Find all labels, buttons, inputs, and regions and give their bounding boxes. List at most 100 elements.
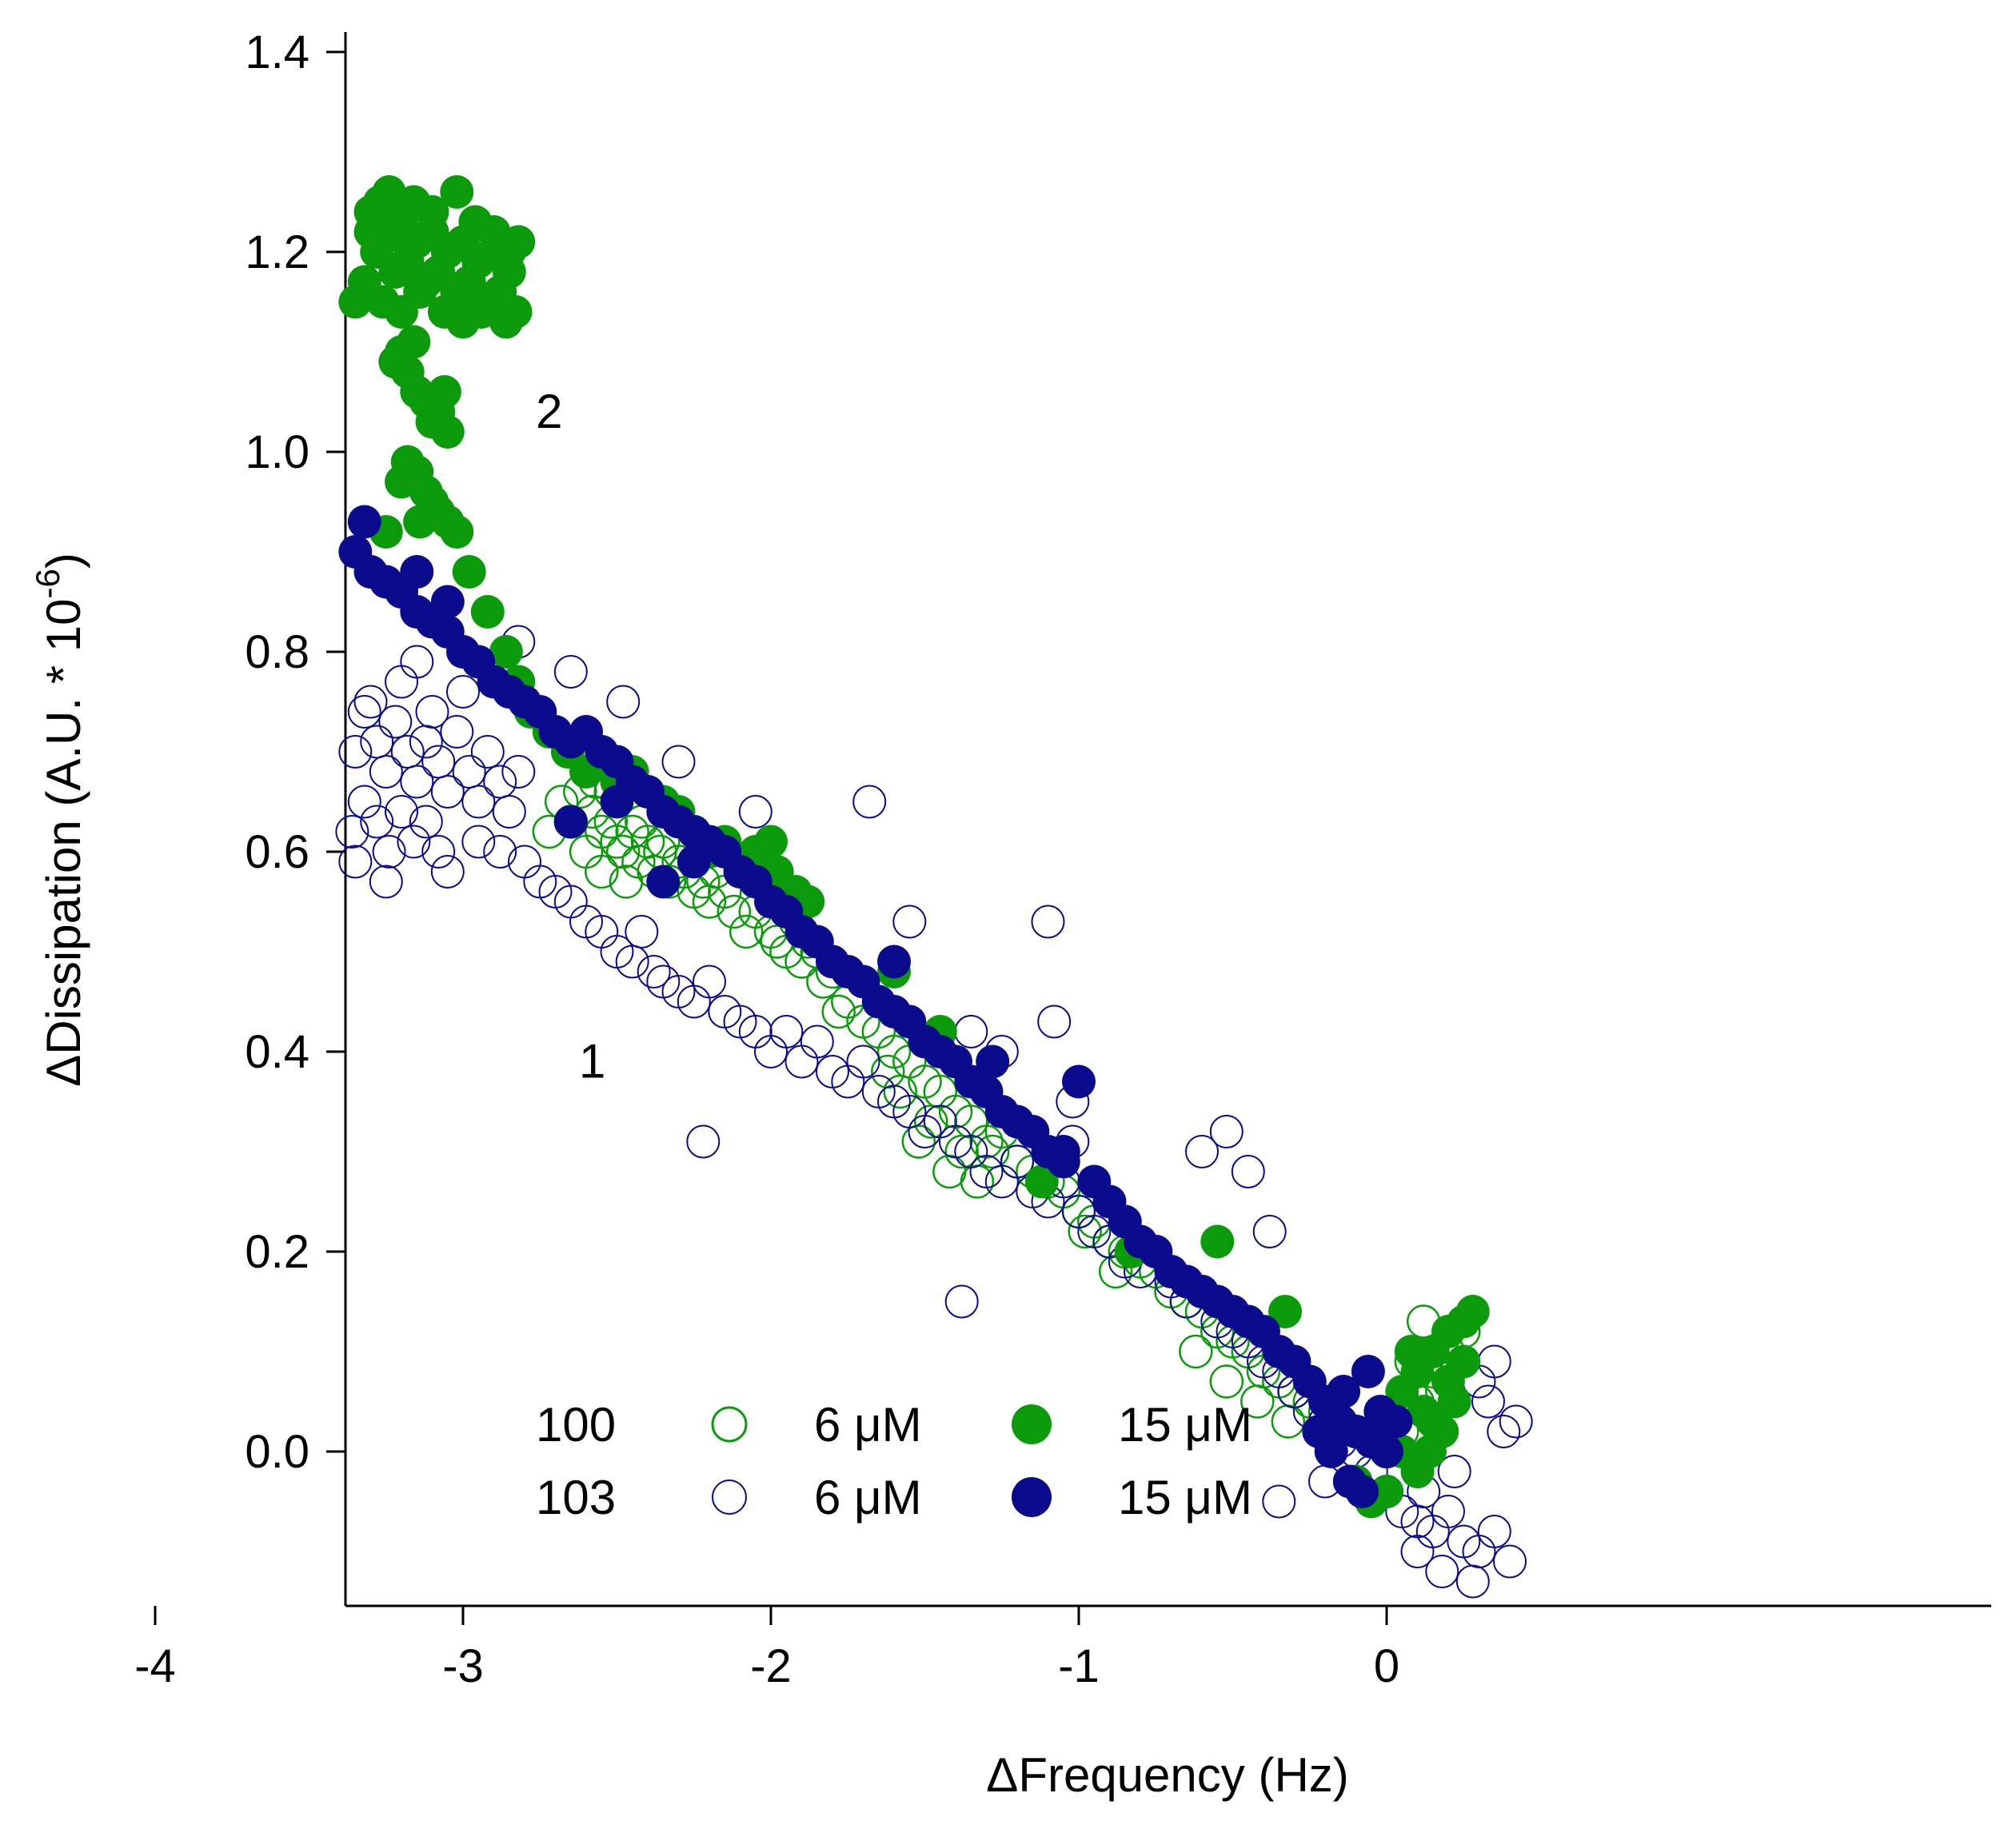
x-tick-label: -4 <box>134 1640 176 1692</box>
data-point <box>385 795 418 829</box>
data-point <box>729 914 764 949</box>
data-point <box>1200 1224 1235 1259</box>
data-point <box>397 825 431 859</box>
data-point <box>430 855 465 889</box>
data-point <box>569 834 604 869</box>
data-point <box>378 705 413 739</box>
data-point <box>400 645 434 679</box>
data-point <box>1455 1295 1490 1328</box>
data-point <box>390 735 425 769</box>
y-axis-title-close: ) <box>37 553 90 569</box>
y-axis-title: ΔDissipation (A.U. * 10-6) <box>29 553 90 1087</box>
data-point <box>852 785 887 819</box>
data-point <box>677 845 711 879</box>
data-point <box>625 915 659 948</box>
data-point <box>1302 1415 1336 1448</box>
data-point <box>403 275 437 309</box>
data-point <box>461 825 496 859</box>
data-point <box>501 755 536 789</box>
legend-marker-103-open <box>712 1480 747 1515</box>
data-point <box>877 944 911 979</box>
data-point <box>1400 1535 1435 1568</box>
data-point <box>717 894 752 929</box>
data-point <box>421 835 456 869</box>
data-point <box>492 795 526 829</box>
data-point <box>954 1015 988 1048</box>
data-point <box>1031 905 1065 939</box>
data-point <box>738 795 772 829</box>
data-point <box>892 905 927 939</box>
series-100-15-m <box>338 175 1490 1519</box>
series-103-6-m <box>335 625 1533 1599</box>
data-point <box>335 815 369 849</box>
data-point <box>1412 1435 1447 1468</box>
legend-sample-100: 100 <box>536 1398 616 1452</box>
data-point <box>754 825 788 859</box>
data-point <box>1379 1404 1413 1439</box>
legend-label-100-15uM: 15 μM <box>1118 1398 1252 1452</box>
data-point <box>1437 1455 1471 1488</box>
data-point <box>606 685 641 719</box>
data-point <box>369 865 403 899</box>
series-103-15-m <box>338 505 1413 1508</box>
data-point <box>1268 1295 1302 1328</box>
legend: 100 6 μM 15 μM 103 6 μM 15 μM <box>536 1398 1252 1524</box>
data-point <box>369 755 403 789</box>
data-point <box>338 845 373 879</box>
data-point <box>784 1044 819 1079</box>
data-point <box>1493 1544 1527 1579</box>
data-point <box>1209 1115 1244 1148</box>
legend-label-103-6uM: 6 μM <box>814 1471 922 1524</box>
data-point <box>403 505 437 539</box>
y-tick-label: 0.4 <box>245 1026 309 1078</box>
data-point <box>1179 1334 1213 1369</box>
data-point <box>944 1284 979 1319</box>
data-point <box>693 964 726 999</box>
data-point <box>1068 1214 1102 1249</box>
data-point <box>390 225 425 259</box>
data-point <box>846 1044 880 1079</box>
legend-label-103-15uM: 15 μM <box>1118 1471 1252 1524</box>
data-point <box>1185 1135 1219 1168</box>
data-point <box>446 675 480 709</box>
x-tick-label: 0 <box>1374 1640 1399 1692</box>
data-point <box>686 1124 721 1159</box>
data-point <box>913 1104 948 1139</box>
y-tick-label: 1.0 <box>245 426 309 478</box>
data-point <box>353 215 388 249</box>
data-point <box>347 505 381 539</box>
data-point <box>409 805 443 839</box>
legend-label-100-6uM: 6 μM <box>814 1398 922 1452</box>
data-point <box>1240 1384 1275 1419</box>
data-point <box>1271 1404 1306 1439</box>
data-point <box>385 465 418 499</box>
y-ticks: 0.0 0.2 0.4 0.6 0.8 1.0 1.2 1.4 <box>245 26 345 1478</box>
data-point <box>1370 1435 1403 1468</box>
data-point <box>1415 1404 1450 1439</box>
data-point <box>585 854 619 889</box>
data-point <box>821 994 856 1029</box>
data-point <box>1046 1135 1080 1168</box>
x-axis-title: ΔFrequency (Hz) <box>986 1748 1349 1802</box>
data-point <box>600 785 634 819</box>
data-point <box>1487 1415 1521 1448</box>
data-point <box>415 195 449 229</box>
legend-marker-100-filled <box>1012 1404 1052 1444</box>
data-point <box>637 955 671 988</box>
legend-sample-103: 103 <box>536 1471 616 1524</box>
data-point <box>489 305 523 339</box>
data-point <box>1425 1555 1459 1588</box>
data-point <box>489 635 523 669</box>
data-point <box>360 805 394 839</box>
data-point <box>960 1164 995 1199</box>
data-point <box>430 585 465 619</box>
data-point <box>1351 1355 1385 1388</box>
data-point <box>1262 1484 1296 1519</box>
legend-marker-103-filled <box>1012 1477 1052 1517</box>
data-point <box>400 555 434 589</box>
data-point <box>1394 1335 1428 1368</box>
y-tick-label: 0.2 <box>245 1226 309 1278</box>
data-point <box>1455 1564 1490 1599</box>
data-point <box>1431 1495 1465 1528</box>
data-point <box>421 745 456 779</box>
